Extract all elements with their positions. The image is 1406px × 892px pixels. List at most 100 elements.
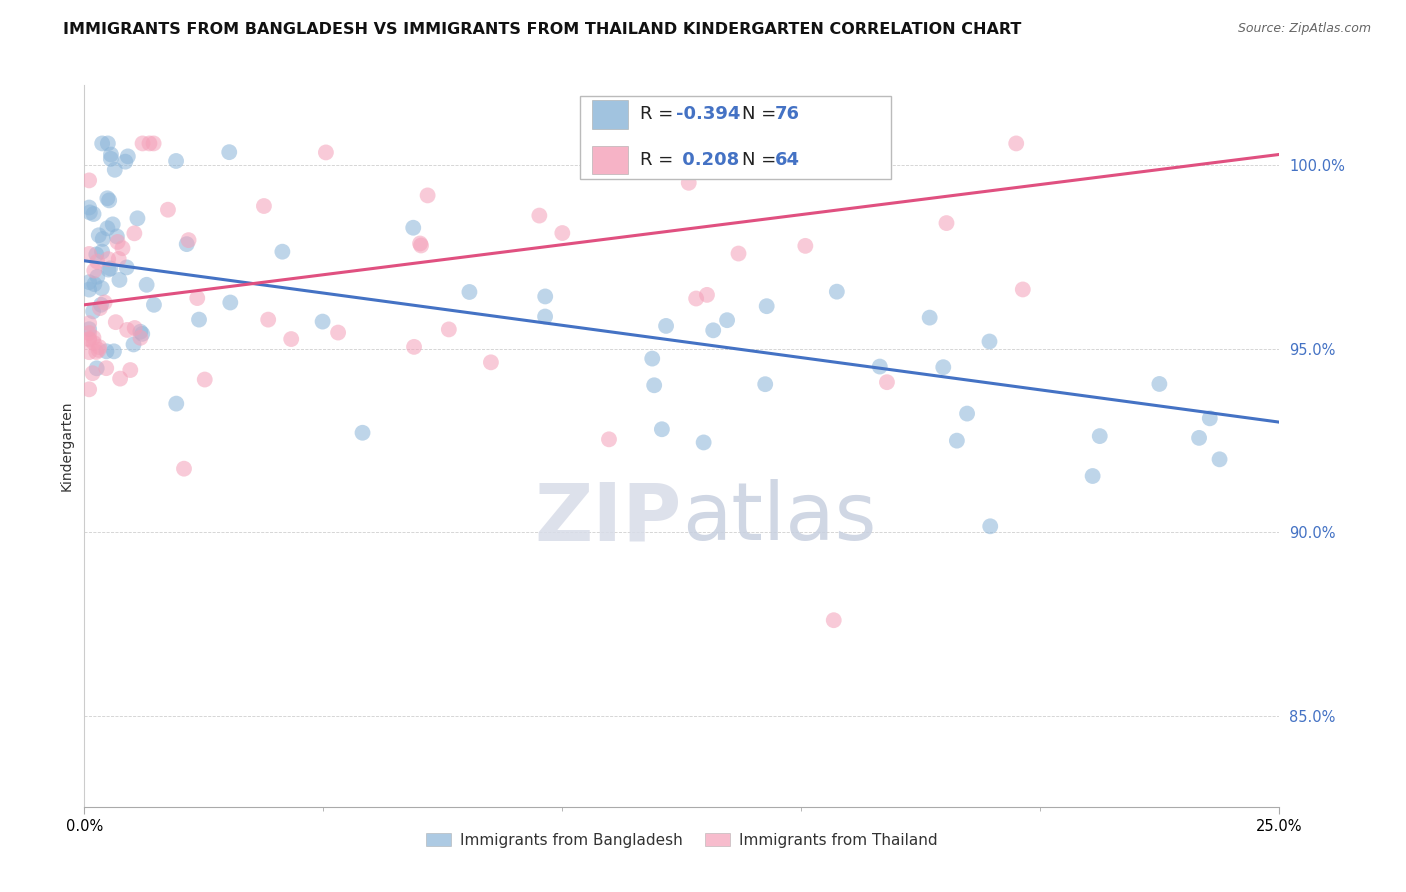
Point — [86, 247, 108, 261]
Point — [551, 226, 574, 240]
Point — [89, 301, 111, 315]
Point — [458, 285, 481, 299]
Point — [219, 295, 242, 310]
Point — [409, 236, 432, 251]
Point — [979, 334, 1001, 349]
Point — [534, 289, 557, 303]
Point — [1208, 452, 1230, 467]
FancyBboxPatch shape — [592, 145, 628, 175]
Point — [696, 288, 718, 302]
Point — [702, 323, 724, 337]
Point — [716, 313, 738, 327]
Point — [135, 277, 157, 292]
Point — [979, 519, 1001, 533]
Point — [90, 298, 112, 312]
Point — [271, 244, 294, 259]
Point — [93, 295, 115, 310]
Point — [131, 136, 153, 151]
Point — [186, 291, 208, 305]
FancyBboxPatch shape — [581, 95, 891, 178]
Point — [326, 326, 349, 340]
Point — [77, 345, 100, 359]
Point — [77, 333, 100, 347]
Text: 0.208: 0.208 — [676, 151, 740, 169]
Point — [77, 332, 100, 346]
Point — [117, 149, 139, 163]
Text: 64: 64 — [775, 151, 800, 169]
Text: N =: N = — [742, 105, 782, 123]
Point — [83, 277, 105, 292]
Point — [97, 252, 120, 266]
Point — [935, 216, 957, 230]
Point — [131, 326, 153, 341]
Point — [83, 336, 105, 351]
Point — [823, 613, 845, 627]
Point — [253, 199, 276, 213]
Point — [402, 220, 425, 235]
Point — [177, 233, 200, 247]
Point — [932, 360, 955, 375]
Point — [685, 292, 707, 306]
Point — [129, 325, 152, 339]
Point — [87, 228, 110, 243]
Point — [311, 315, 333, 329]
Point — [727, 246, 749, 260]
Point — [115, 260, 138, 275]
Point — [77, 173, 100, 187]
Point — [97, 262, 120, 277]
Point — [1198, 411, 1220, 425]
Point — [1088, 429, 1111, 443]
Point — [280, 332, 302, 346]
Text: N =: N = — [742, 151, 782, 169]
Point — [96, 361, 118, 376]
Point — [114, 154, 136, 169]
Point — [124, 227, 146, 241]
Point — [641, 351, 664, 366]
Point — [115, 323, 138, 337]
Point — [107, 252, 129, 266]
Point — [111, 241, 134, 255]
Point — [479, 355, 502, 369]
Point — [138, 136, 160, 151]
Point — [807, 138, 830, 153]
Text: R =: R = — [640, 105, 679, 123]
Point — [257, 312, 280, 326]
Point — [918, 310, 941, 325]
Point — [104, 315, 127, 329]
Point — [83, 207, 105, 221]
Point — [97, 136, 120, 151]
Text: IMMIGRANTS FROM BANGLADESH VS IMMIGRANTS FROM THAILAND KINDERGARTEN CORRELATION : IMMIGRANTS FROM BANGLADESH VS IMMIGRANTS… — [63, 22, 1022, 37]
Text: Source: ZipAtlas.com: Source: ZipAtlas.com — [1237, 22, 1371, 36]
Point — [692, 435, 714, 450]
Point — [96, 221, 118, 235]
Point — [794, 239, 817, 253]
Point — [86, 269, 108, 284]
Point — [77, 247, 100, 261]
Point — [84, 345, 107, 359]
Point — [122, 337, 145, 351]
Point — [87, 343, 110, 357]
Point — [800, 136, 823, 151]
Point — [529, 209, 551, 223]
Point — [437, 322, 460, 336]
Point — [96, 191, 118, 205]
Point — [534, 310, 557, 324]
Point — [598, 433, 620, 447]
Point — [194, 372, 217, 386]
Point — [77, 382, 100, 396]
Point — [107, 235, 129, 249]
Point — [869, 359, 891, 374]
Point — [105, 229, 128, 244]
Point — [655, 318, 678, 333]
Point — [1188, 431, 1211, 445]
Point — [91, 232, 114, 246]
Point — [124, 321, 146, 335]
Point — [77, 322, 100, 336]
Point — [1005, 136, 1028, 151]
Point — [108, 371, 131, 385]
Point — [101, 218, 124, 232]
Point — [77, 201, 100, 215]
Point — [416, 188, 439, 202]
Point — [188, 312, 211, 326]
Point — [86, 254, 108, 268]
